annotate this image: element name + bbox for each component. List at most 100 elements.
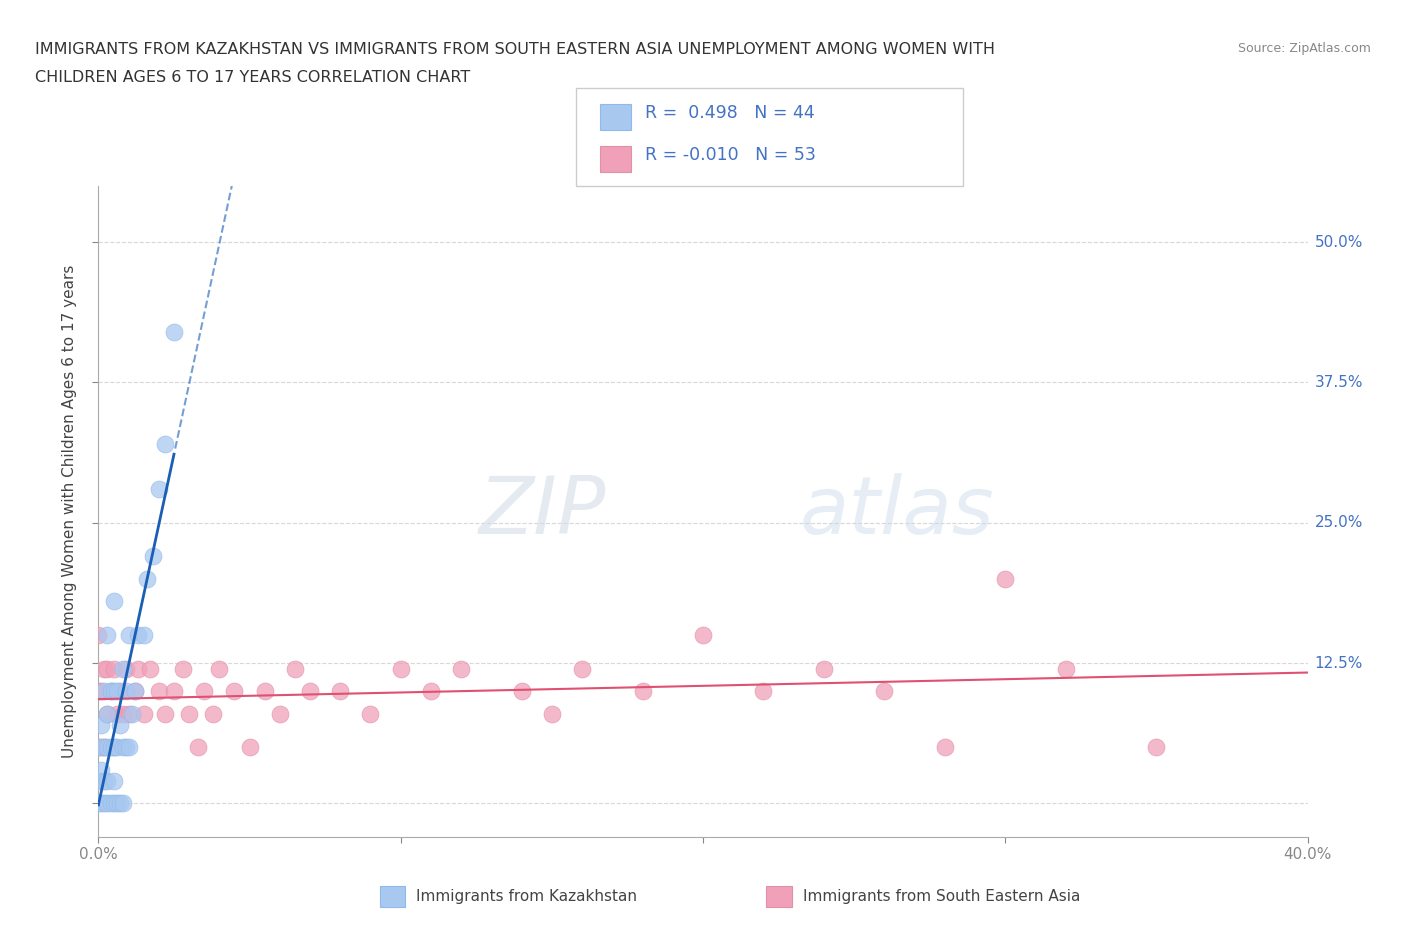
Text: Immigrants from Kazakhstan: Immigrants from Kazakhstan <box>416 889 637 904</box>
Point <box>93 774 115 789</box>
Point <box>193 684 215 698</box>
Point <box>114 661 136 676</box>
Text: 12.5%: 12.5% <box>1315 656 1362 671</box>
Text: 37.5%: 37.5% <box>1315 375 1362 390</box>
Point <box>813 661 835 676</box>
Point <box>177 706 201 721</box>
Point <box>299 684 322 698</box>
Point <box>108 717 131 732</box>
Point <box>118 739 141 754</box>
Point <box>90 796 112 811</box>
Point <box>540 706 562 721</box>
Point <box>90 739 112 754</box>
Point <box>93 739 115 754</box>
Point <box>127 628 149 643</box>
Point <box>90 684 112 698</box>
Point <box>132 628 155 643</box>
Point <box>389 661 412 676</box>
Point <box>90 763 112 777</box>
Point <box>96 661 118 676</box>
Point <box>202 706 225 721</box>
Point <box>148 482 170 497</box>
Point <box>139 661 162 676</box>
Point <box>105 739 128 754</box>
Point <box>873 684 896 698</box>
Point <box>329 684 352 698</box>
Point <box>124 684 146 698</box>
Point <box>96 628 118 643</box>
Point <box>510 684 533 698</box>
Point <box>111 796 134 811</box>
Point <box>153 706 176 721</box>
Point <box>93 739 115 754</box>
Point <box>96 796 118 811</box>
Point <box>1144 739 1167 754</box>
Point <box>153 437 176 452</box>
Point <box>934 739 956 754</box>
Point <box>100 796 122 811</box>
Text: atlas: atlas <box>800 472 994 551</box>
Point <box>108 684 131 698</box>
Text: IMMIGRANTS FROM KAZAKHSTAN VS IMMIGRANTS FROM SOUTH EASTERN ASIA UNEMPLOYMENT AM: IMMIGRANTS FROM KAZAKHSTAN VS IMMIGRANTS… <box>35 42 995 57</box>
Point <box>148 684 170 698</box>
Point <box>96 774 118 789</box>
Point <box>103 739 125 754</box>
Point <box>93 661 115 676</box>
Point <box>269 706 291 721</box>
Point <box>994 571 1017 586</box>
Point <box>1054 661 1077 676</box>
Point <box>93 684 115 698</box>
Point <box>100 684 122 698</box>
Point <box>163 684 186 698</box>
Y-axis label: Unemployment Among Women with Children Ages 6 to 17 years: Unemployment Among Women with Children A… <box>62 265 77 758</box>
Point <box>93 796 115 811</box>
Point <box>419 684 441 698</box>
Point <box>135 571 157 586</box>
Text: R = -0.010   N = 53: R = -0.010 N = 53 <box>645 146 817 164</box>
Point <box>87 774 110 789</box>
Text: R =  0.498   N = 44: R = 0.498 N = 44 <box>645 104 815 122</box>
Point <box>124 684 146 698</box>
Point <box>142 549 165 564</box>
Point <box>96 739 118 754</box>
Point <box>87 628 110 643</box>
Point <box>253 684 276 698</box>
Point <box>100 684 122 698</box>
Point <box>239 739 262 754</box>
Point <box>450 661 472 676</box>
Point <box>172 661 194 676</box>
Point <box>118 628 141 643</box>
Point <box>96 706 118 721</box>
Point <box>103 684 125 698</box>
Point <box>224 684 246 698</box>
Point <box>132 706 155 721</box>
Point <box>103 661 125 676</box>
Point <box>114 684 136 698</box>
Point <box>360 706 382 721</box>
Point <box>118 706 141 721</box>
Text: ZIP: ZIP <box>479 472 606 551</box>
Point <box>87 684 110 698</box>
Point <box>108 796 131 811</box>
Point <box>111 661 134 676</box>
Text: Immigrants from South Eastern Asia: Immigrants from South Eastern Asia <box>803 889 1080 904</box>
Point <box>163 325 186 339</box>
Point <box>127 661 149 676</box>
Point <box>105 684 128 698</box>
Point <box>105 796 128 811</box>
Point <box>105 706 128 721</box>
Point <box>692 628 714 643</box>
Text: 50.0%: 50.0% <box>1315 234 1362 249</box>
Point <box>111 706 134 721</box>
Point <box>87 739 110 754</box>
Point <box>87 739 110 754</box>
Point <box>571 661 593 676</box>
Text: CHILDREN AGES 6 TO 17 YEARS CORRELATION CHART: CHILDREN AGES 6 TO 17 YEARS CORRELATION … <box>35 70 471 85</box>
Point <box>111 739 134 754</box>
Text: 25.0%: 25.0% <box>1315 515 1362 530</box>
Point <box>114 739 136 754</box>
Text: Source: ZipAtlas.com: Source: ZipAtlas.com <box>1237 42 1371 55</box>
Point <box>96 706 118 721</box>
Point <box>90 717 112 732</box>
Point <box>631 684 654 698</box>
